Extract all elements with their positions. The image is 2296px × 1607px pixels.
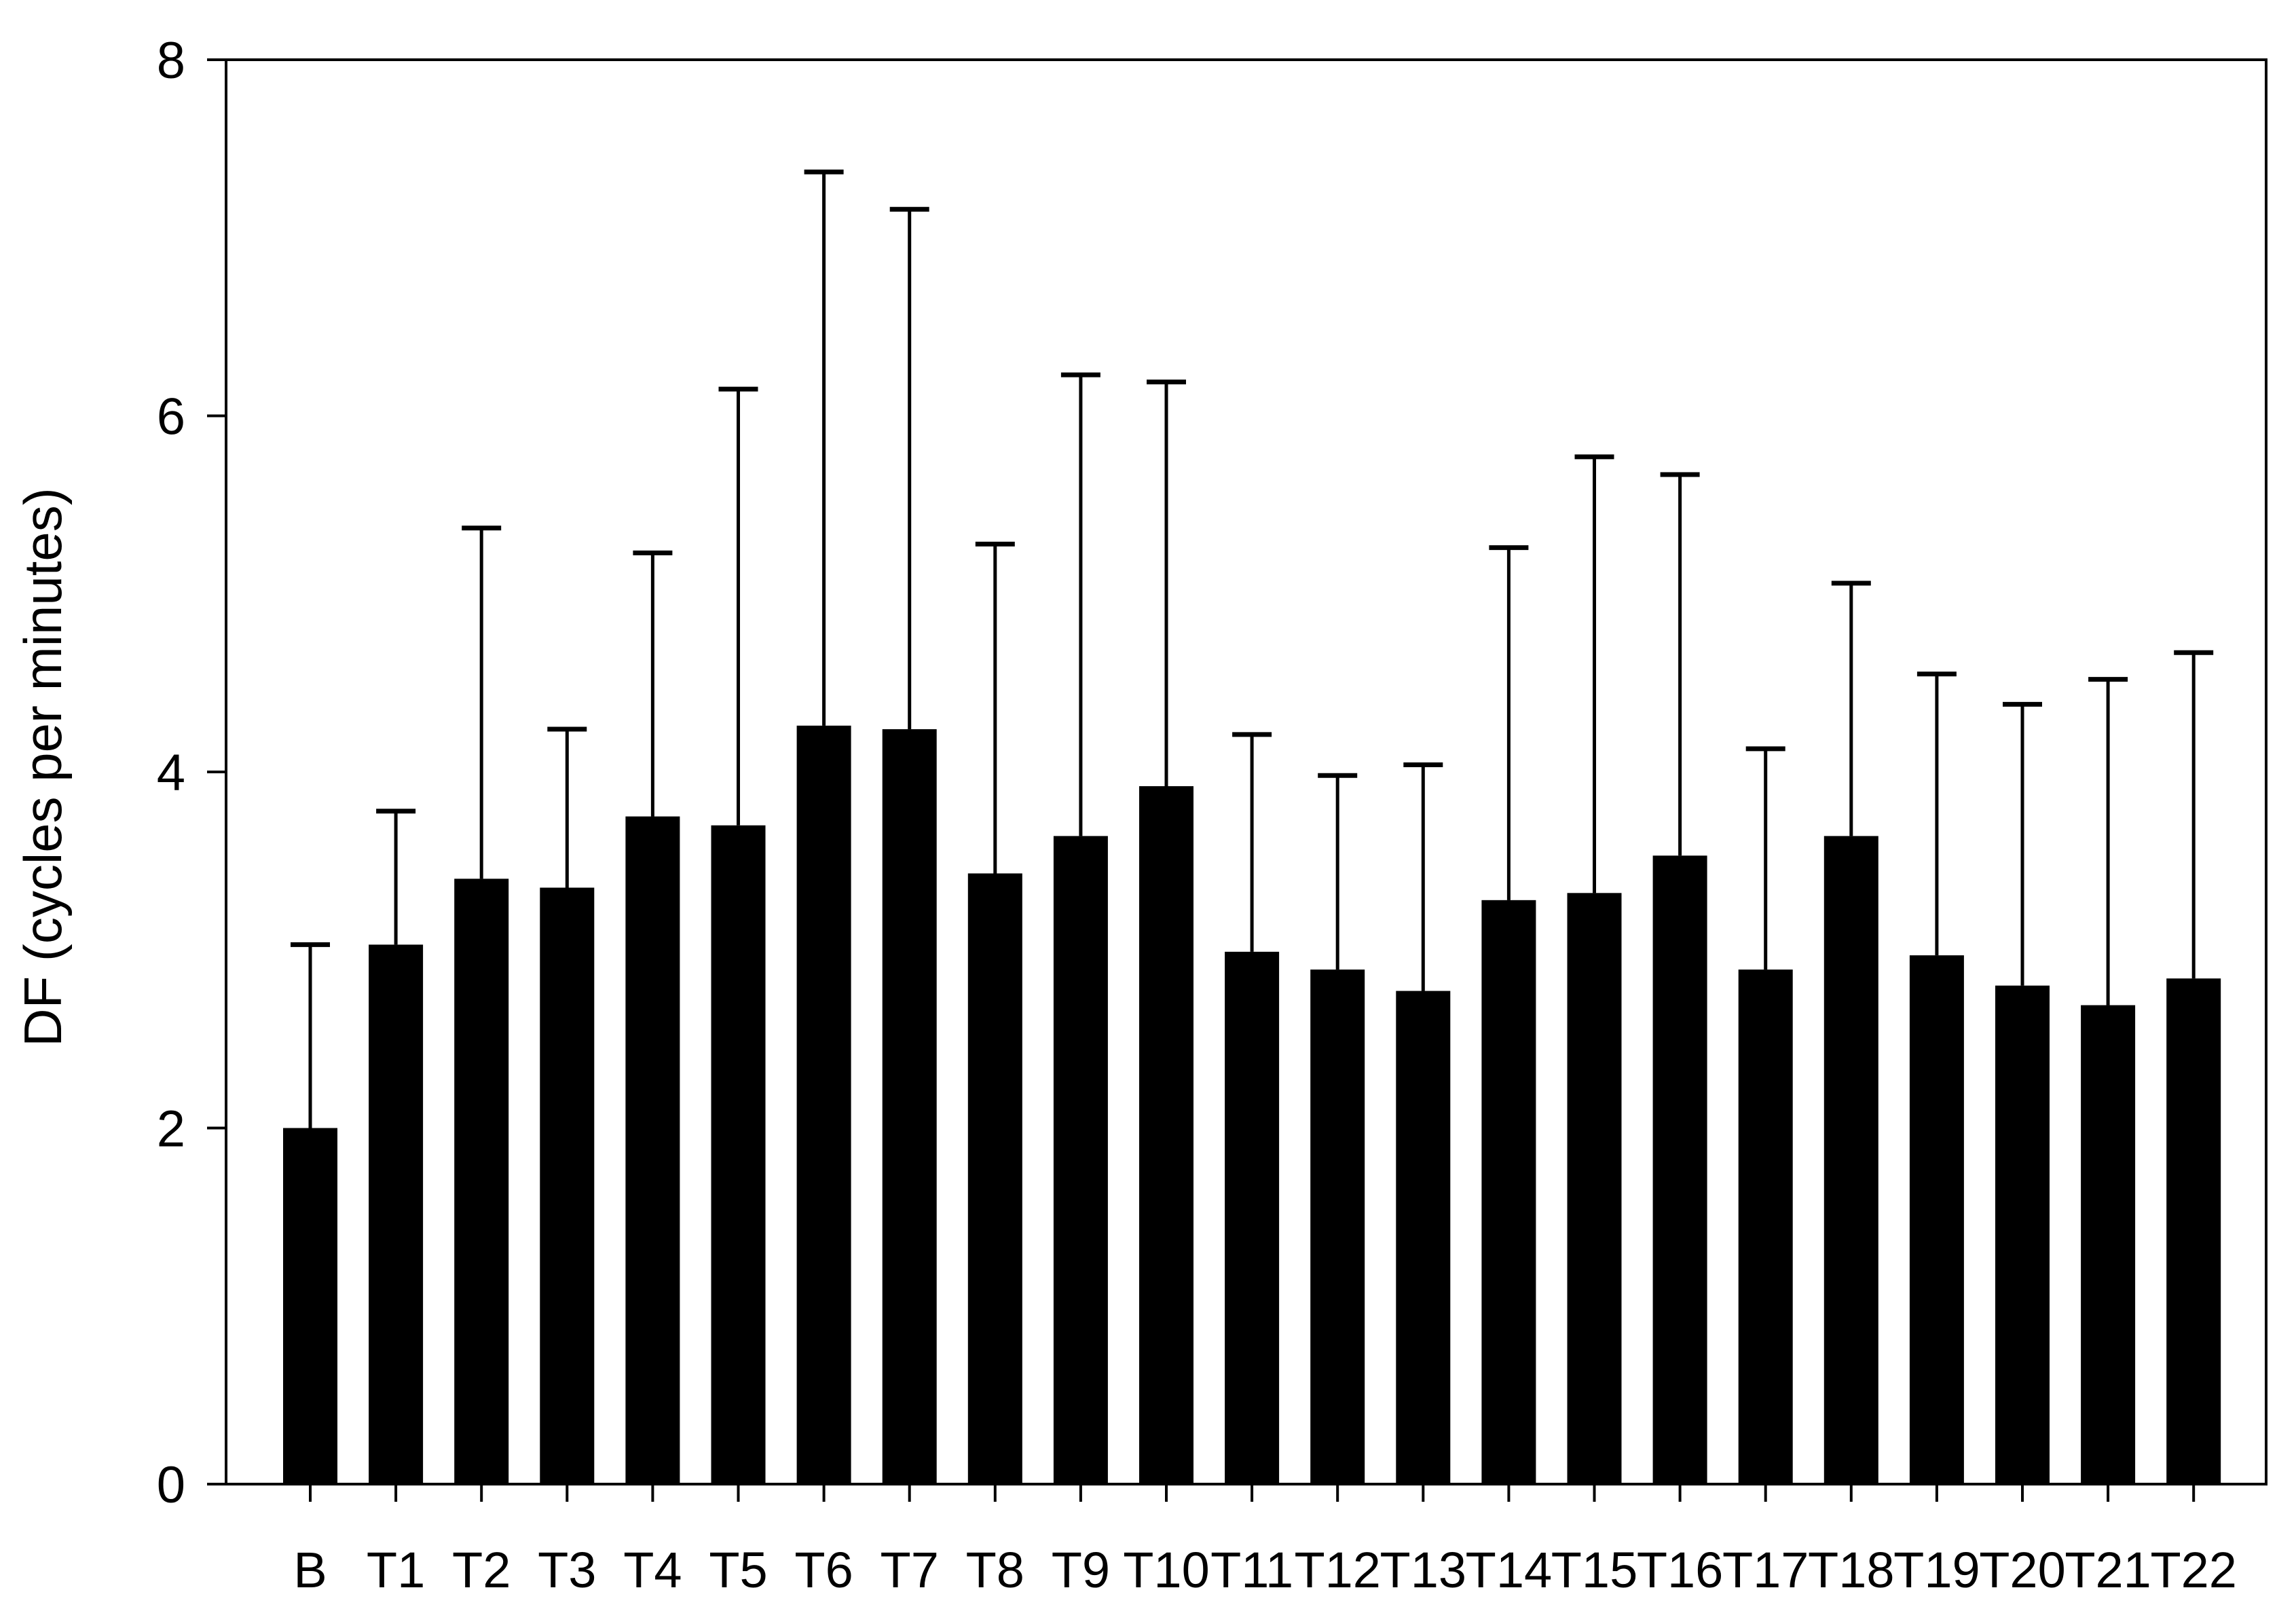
axes: B T1 T2 T3 T4 T5 T6 T7 T8 T9 T10 T11 T12T13T14T15T16…: [157, 32, 2267, 1598]
x-tick-label-T20: T20: [1979, 1542, 2066, 1598]
bar-T15: [1567, 893, 1622, 1484]
x-tick-label-T9: T9: [1052, 1542, 1110, 1598]
x-tick-label-T21: T21: [2064, 1542, 2151, 1598]
bar-T6: [796, 725, 851, 1484]
x-tick-label-T8: T8: [966, 1542, 1024, 1598]
x-tick-label-B: B: [293, 1542, 327, 1598]
plot-area: [283, 169, 2221, 1484]
bar-T19: [1909, 955, 1964, 1484]
x-tick-label-T17: T17: [1722, 1542, 1809, 1598]
bar-T1: [369, 944, 424, 1484]
bar-T11: [1225, 951, 1280, 1484]
x-tick-label-T10: T10: [1123, 1542, 1210, 1598]
x-tick-label-T18: T18: [1808, 1542, 1895, 1598]
bar-T20: [1995, 985, 2050, 1484]
x-tick-label-T11: T11: [1210, 1542, 1293, 1598]
bar-T7: [882, 729, 937, 1484]
bar-T13: [1396, 991, 1451, 1484]
bar-T17: [1738, 969, 1793, 1484]
x-tick-label-T15: T15: [1551, 1542, 1638, 1598]
x-tick-label-T3: T3: [538, 1542, 596, 1598]
x-tick-label-T2: T2: [452, 1542, 511, 1598]
bar-T21: [2081, 1005, 2136, 1484]
bar-T10: [1139, 786, 1193, 1484]
x-tick-label-T1: T1: [367, 1542, 425, 1598]
x-tick-label-T5: T5: [709, 1542, 767, 1598]
bar-T16: [1652, 855, 1707, 1484]
x-tick-label-T22: T22: [2150, 1542, 2237, 1598]
bar-T18: [1823, 836, 1878, 1484]
plot-frame: [225, 58, 2267, 1485]
x-tick-label-T6: T6: [794, 1542, 853, 1598]
bar-B: [283, 1128, 337, 1484]
y-tick-label-2: 2: [157, 1101, 185, 1158]
bar-T3: [540, 887, 595, 1484]
x-tick-label-T4: T4: [623, 1542, 682, 1598]
y-tick-label-4: 4: [157, 744, 185, 802]
x-tick-label-T7: T7: [881, 1542, 939, 1598]
y-axis-label: DF (cycles per minutes): [13, 487, 73, 1047]
bar-T14: [1481, 900, 1536, 1484]
bar-T5: [711, 825, 766, 1484]
bar-T4: [625, 816, 680, 1484]
bar-T22: [2166, 978, 2221, 1484]
x-tick-label-T19: T19: [1893, 1542, 1980, 1598]
x-tick-label-T14: T14: [1466, 1542, 1553, 1598]
y-tick-label-0: 0: [157, 1456, 185, 1514]
y-tick-label-8: 8: [157, 32, 185, 90]
bar-T12: [1310, 969, 1365, 1484]
y-tick-label-6: 6: [157, 388, 185, 446]
x-tick-label-T12: T12: [1294, 1542, 1381, 1598]
x-tick-label-T16: T16: [1637, 1542, 1724, 1598]
bar-T8: [967, 873, 1022, 1484]
x-tick-label-T13: T13: [1380, 1542, 1467, 1598]
bar-T2: [454, 879, 509, 1484]
bar-T9: [1053, 836, 1108, 1484]
